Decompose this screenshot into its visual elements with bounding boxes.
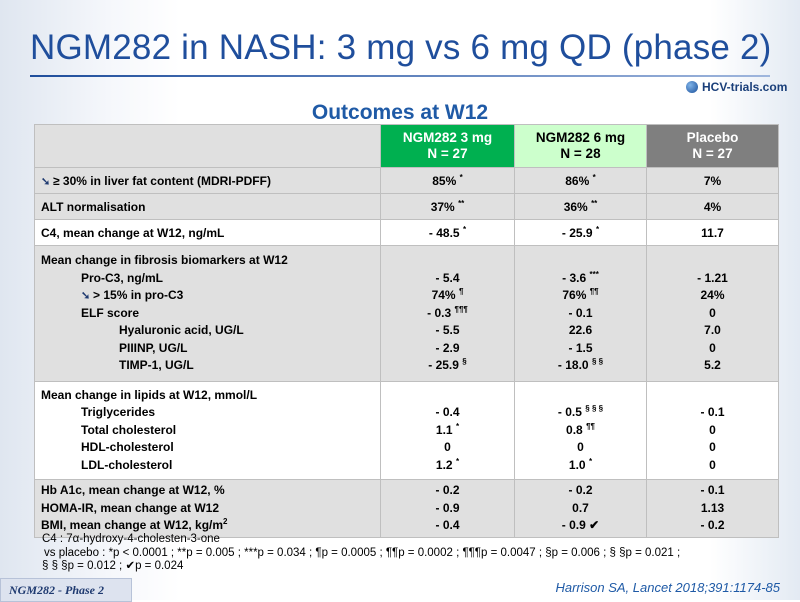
header-empty-cell — [34, 124, 381, 168]
slide-title: NGM282 in NASH: 3 mg vs 6 mg QD (phase 2… — [30, 28, 772, 67]
lipids-heading: Mean change in lipids at W12, mmol/L — [41, 387, 258, 402]
header-ngm282-6mg: NGM282 6 mg N = 28 — [514, 124, 647, 168]
header-6mg-name: NGM282 6 mg — [535, 130, 626, 145]
hcv-trials-logo: HCV-trials.com — [686, 80, 787, 94]
arrow-down-right-icon: ➘ — [81, 290, 91, 303]
cell-3mg: 85% * — [380, 167, 515, 194]
procs-label: Pro-C3, ng/mL — [81, 270, 164, 285]
lipids-6mg: - 0.5 § § § 0.8 ¶¶ 0 1.0 * — [514, 381, 647, 480]
procs15-label: ➘ > 15% in pro-C3 — [41, 287, 374, 305]
tg-label: Triglycerides — [81, 405, 156, 420]
fibrosis-labels: Mean change in fibrosis biomarkers at W1… — [34, 245, 381, 382]
arrow-down-right-icon: ➘ — [41, 175, 51, 188]
header-ngm282-3mg: NGM282 3 mg N = 27 — [380, 124, 515, 168]
fibrosis-placebo: - 1.21 24% 0 7.0 0 5.2 — [646, 245, 779, 382]
header-6mg-n: N = 28 — [560, 146, 601, 161]
hdl-label: HDL-cholesterol — [81, 440, 174, 455]
table-row-liver-fat: ➘ ≥ 30% in liver fat content (MDRI-PDFF) … — [34, 167, 779, 194]
header-placebo-n: N = 27 — [692, 146, 733, 161]
fibrosis-heading: Mean change in fibrosis biomarkers at W1… — [41, 253, 288, 268]
table-subtitle: Outcomes at W12 — [311, 101, 489, 124]
header-row: NGM282 3 mg N = 27 NGM282 6 mg N = 28 Pl… — [34, 124, 779, 168]
homa-label: HOMA-IR, mean change at W12 — [41, 500, 220, 515]
lipids-3mg: - 0.4 1.1 * 0 1.2 * — [380, 381, 515, 480]
hba1c-label: Hb A1c, mean change at W12, % — [41, 483, 225, 498]
timp-label: TIMP-1, UG/L — [119, 358, 194, 373]
footnote-pvalues: vs placebo : *p < 0.0001 ; **p = 0.005 ;… — [44, 546, 681, 559]
row-label: ➘ ≥ 30% in liver fat content (MDRI-PDFF) — [34, 167, 381, 194]
checkmark-icon: ✔ — [589, 518, 600, 533]
table-row-c4: C4, mean change at W12, ng/mL - 48.5 * -… — [34, 219, 779, 246]
elf-label: ELF score — [81, 305, 140, 320]
header-placebo-name: Placebo — [686, 130, 739, 145]
outcomes-table: NGM282 3 mg N = 27 NGM282 6 mg N = 28 Pl… — [34, 124, 779, 538]
cell-3mg: - 48.5 * — [380, 219, 515, 246]
bmi-label: BMI, mean change at W12, kg/m2 — [41, 517, 228, 533]
table-row-fibrosis: Mean change in fibrosis biomarkers at W1… — [34, 245, 779, 382]
footnote-c4: C4 : 7α-hydroxy-4-cholesten-3-one — [42, 533, 220, 545]
logo-text: HCV-trials.com — [702, 80, 788, 94]
ha-label: Hyaluronic acid, UG/L — [119, 323, 244, 338]
metabolic-3mg: - 0.2 - 0.9 - 0.4 — [380, 479, 515, 538]
header-placebo: Placebo N = 27 — [646, 124, 779, 168]
metabolic-labels: Hb A1c, mean change at W12, % HOMA-IR, m… — [34, 479, 381, 538]
lipids-labels: Mean change in lipids at W12, mmol/L Tri… — [34, 381, 381, 480]
cell-placebo: 4% — [646, 193, 779, 220]
header-3mg-name: NGM282 3 mg — [402, 130, 493, 145]
globe-icon — [686, 81, 698, 93]
cell-placebo: 7% — [646, 167, 779, 194]
cell-placebo: 11.7 — [646, 219, 779, 246]
header-3mg-n: N = 27 — [427, 146, 468, 161]
title-underline — [30, 75, 770, 77]
lipids-placebo: - 0.1 0 0 0 — [646, 381, 779, 480]
footnotes: C4 : 7α-hydroxy-4-cholesten-3-one vs pla… — [42, 533, 782, 574]
bottom-tag: NGM282 - Phase 2 — [0, 578, 132, 602]
footnote-pvalues-cont: § § §p = 0.012 ; ✔p = 0.024 — [42, 560, 184, 572]
liver-fat-label: ≥ 30% in liver fat content (MDRI-PDFF) — [53, 173, 271, 188]
cell-6mg: 86% * — [514, 167, 647, 194]
table-row-alt: ALT normalisation 37% ** 36% ** 4% — [34, 193, 779, 220]
fibrosis-6mg: - 3.6 *** 76% ¶¶ - 0.1 22.6 - 1.5 - 18.0… — [514, 245, 647, 382]
ldl-label: LDL-cholesterol — [81, 457, 173, 472]
metabolic-placebo: - 0.1 1.13 - 0.2 — [646, 479, 779, 538]
metabolic-6mg: - 0.2 0.7 - 0.9 ✔ — [514, 479, 647, 538]
cell-3mg: 37% ** — [380, 193, 515, 220]
table-row-lipids: Mean change in lipids at W12, mmol/L Tri… — [34, 381, 779, 480]
piiinp-label: PIIINP, UG/L — [119, 340, 188, 355]
reference-citation: Harrison SA, Lancet 2018;391:1174-85 — [555, 580, 780, 595]
row-label: C4, mean change at W12, ng/mL — [34, 219, 381, 246]
row-label: ALT normalisation — [34, 193, 381, 220]
tc-label: Total cholesterol — [81, 422, 177, 437]
cell-6mg: 36% ** — [514, 193, 647, 220]
fibrosis-3mg: - 5.4 74% ¶ - 0.3 ¶¶¶ - 5.5 - 2.9 - 25.9… — [380, 245, 515, 382]
table-row-metabolic: Hb A1c, mean change at W12, % HOMA-IR, m… — [34, 479, 779, 538]
cell-6mg: - 25.9 * — [514, 219, 647, 246]
